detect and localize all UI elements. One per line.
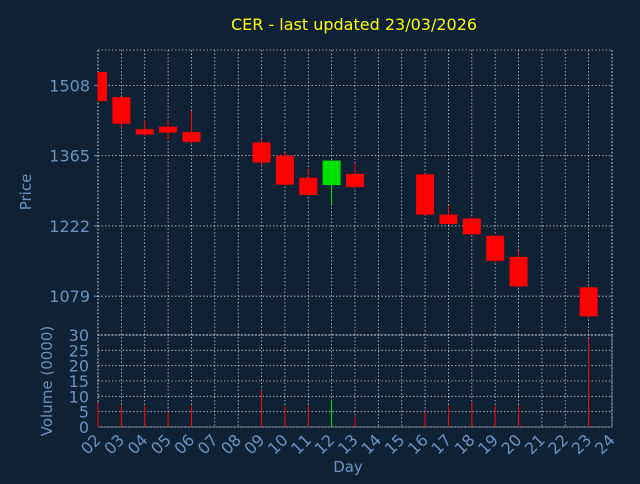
candle-body — [322, 160, 341, 186]
chart-title: CER - last updated 23/03/2026 — [231, 15, 477, 34]
volume-tick-label: 15 — [69, 372, 89, 391]
volume-tick-label: 10 — [69, 387, 89, 406]
candle-body — [439, 214, 458, 224]
volume-tick-label: 5 — [79, 403, 89, 422]
candle-body — [299, 177, 318, 195]
candle-body — [252, 142, 271, 163]
candle-body — [275, 155, 294, 185]
price-panel-frame — [97, 49, 613, 336]
candle-body — [135, 129, 154, 135]
candle-body — [112, 97, 131, 124]
price-tick-label: 1079 — [49, 287, 90, 306]
candle-body — [486, 235, 505, 261]
candle-body — [159, 126, 178, 133]
candle-body — [346, 173, 364, 188]
volume-axis-label: Volume (0000) — [38, 326, 56, 436]
volume-tick-label: 30 — [69, 326, 89, 345]
volume-tick-label: 25 — [69, 341, 89, 360]
volume-tick-label: 20 — [69, 357, 89, 376]
price-axis-label: Price — [17, 174, 35, 211]
price-tick-label: 1222 — [49, 217, 90, 236]
price-tick-label: 1365 — [49, 147, 90, 166]
candle-body — [579, 287, 598, 317]
x-axis-label: Day — [333, 458, 363, 476]
volume-tick-label: 0 — [79, 418, 89, 437]
candle-body — [98, 72, 107, 102]
candle-body — [182, 132, 201, 142]
x-tick-label: 24 — [591, 430, 619, 458]
volume-panel-frame — [97, 334, 613, 428]
candle-body — [416, 174, 435, 215]
price-tick-label: 1508 — [49, 76, 90, 95]
candle-body — [509, 256, 528, 287]
price-panel: 1079 1222 1365 1508 — [49, 49, 613, 427]
candle-body — [462, 218, 481, 235]
x-axis: 0203040506070809101112131415161718192021… — [77, 430, 619, 458]
